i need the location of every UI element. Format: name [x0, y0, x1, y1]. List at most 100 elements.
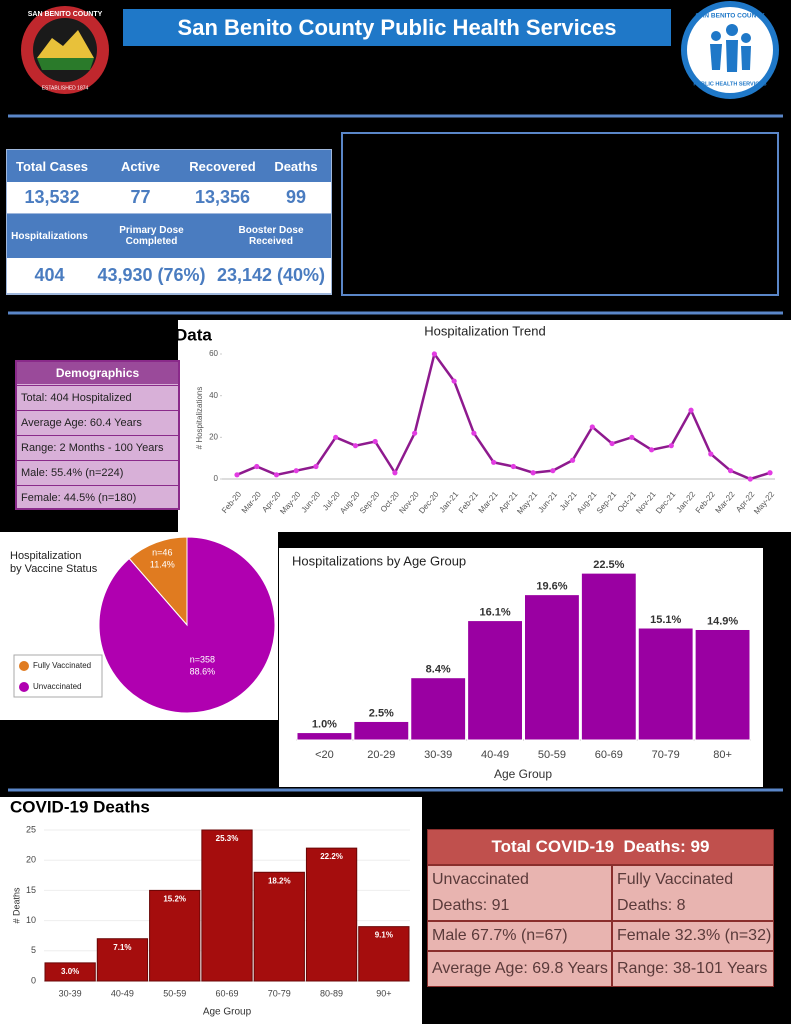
demographics-item: Range: 2 Months - 100 Years [17, 435, 178, 459]
trend-marker [234, 472, 240, 478]
stats-value: 23,142 (40%) [211, 258, 331, 294]
value-label: 3.0% [61, 967, 79, 976]
page-title: San Benito County Public Health Services [178, 15, 617, 40]
bar [694, 628, 751, 741]
trend-marker [372, 438, 378, 445]
stats-header: Total Cases [7, 150, 97, 182]
trend-marker [629, 434, 635, 440]
bar [580, 572, 637, 741]
value-label: 1.0% [312, 718, 337, 730]
trend-marker [273, 472, 280, 478]
count-label: n=358 [190, 655, 215, 665]
legend-box [13, 654, 103, 698]
trend-marker [293, 468, 299, 474]
stats-value: 99 [261, 182, 331, 214]
y-tick-label: 20 [209, 432, 218, 441]
y-axis-label: # Deaths [11, 887, 21, 924]
value-label: 18.2% [268, 876, 291, 885]
trend-line [236, 351, 771, 481]
x-tick-label: 80+ [713, 749, 732, 761]
stats-header: Hospitalizations [7, 214, 92, 258]
legend-swatch [19, 661, 29, 671]
trend-marker [668, 443, 674, 449]
value-label: 19.6% [536, 581, 567, 593]
y-tick-label: 15 [26, 885, 36, 895]
y-tick-label: 40 [209, 391, 218, 400]
x-axis-label: Age Group [203, 1007, 252, 1018]
x-tick-label: 30-39 [424, 749, 452, 761]
legend-label: Unvaccinated [33, 682, 81, 691]
bar [524, 594, 580, 741]
deaths-table-cell: Range: 38-101 Years [612, 951, 774, 987]
demographics-item: Total: 404 Hospitalized [17, 385, 178, 409]
stats-header: Recovered [184, 150, 261, 182]
logo-right-text: PUBLIC HEALTH SERVICES [693, 81, 766, 87]
value-label: 11.4% [150, 559, 175, 569]
chart-title: Hospitalization Trend [424, 323, 545, 338]
trend-marker [431, 351, 438, 357]
trend-marker [352, 443, 359, 449]
bar [253, 871, 305, 982]
y-axis-label: # Hospitalizations [195, 387, 204, 450]
bar [201, 829, 253, 982]
x-tick-label: 60-69 [215, 988, 238, 998]
trend-marker [708, 451, 714, 457]
value-label: 22.2% [320, 852, 343, 861]
deaths-table-cell: Unvaccinated Deaths: 91 [427, 865, 612, 921]
trend-marker [747, 476, 753, 482]
logo-left-field [37, 58, 94, 70]
stats-value: 13,356 [184, 182, 261, 214]
value-label: 22.5% [593, 559, 624, 571]
trend-marker [412, 430, 418, 436]
value-label: 8.4% [426, 664, 451, 676]
x-tick-label: 50-59 [538, 749, 566, 761]
bar [96, 938, 149, 982]
pie-slice [98, 536, 276, 714]
x-tick-label: 20-29 [367, 749, 395, 761]
x-tick-label: 40-49 [111, 988, 134, 998]
y-tick-label: 20 [26, 855, 36, 865]
logo-right-text: SAN BENITO COUNTY [695, 13, 765, 20]
x-tick-label: 70-79 [268, 988, 291, 998]
demographics-item: Female: 44.5% (n=180) [17, 485, 178, 509]
bar [637, 627, 694, 741]
trend-marker [688, 407, 694, 413]
trend-marker [589, 424, 595, 430]
trend-marker [254, 463, 260, 470]
trend-marker [392, 470, 398, 476]
trend-marker [550, 468, 556, 474]
trend-marker [510, 463, 516, 470]
bar [305, 847, 358, 982]
x-tick-label: 40-49 [481, 749, 509, 761]
y-tick-label: 10 [26, 915, 36, 925]
trend-marker [530, 470, 536, 476]
stats-value: 77 [97, 182, 184, 214]
value-label: 2.5% [369, 707, 394, 719]
trend-marker [491, 459, 497, 465]
bar [353, 720, 410, 741]
value-label: 15.1% [650, 614, 681, 626]
stats-value: 404 [7, 258, 92, 294]
pie-slice [128, 536, 188, 627]
stats-value: 43,930 (76%) [92, 258, 211, 294]
deaths-table-cell: Female 32.3% (n=32) [612, 921, 774, 951]
logo-left-text: SAN BENITO COUNTY [28, 11, 103, 18]
deaths-table-title: Total COVID-19 Deaths: 99 [427, 829, 774, 865]
bar [44, 962, 96, 982]
x-tick-label: 30-39 [59, 988, 82, 998]
x-tick-label: 50-59 [163, 988, 186, 998]
logo-right-figures [710, 24, 751, 72]
demographics-item: Average Age: 60.4 Years [17, 410, 178, 434]
demographics-title: Demographics [17, 362, 178, 384]
y-tick-label: 5 [31, 945, 36, 955]
trend-panel [178, 320, 791, 532]
section-title: Data [175, 325, 212, 344]
deaths-table-cell: Male 67.7% (n=67) [427, 921, 612, 951]
y-tick-label: 60 [209, 349, 218, 358]
value-label: 16.1% [479, 606, 510, 618]
bar [410, 677, 467, 741]
y-tick-label: 0 [214, 474, 219, 483]
stats-header: Active [97, 150, 184, 182]
